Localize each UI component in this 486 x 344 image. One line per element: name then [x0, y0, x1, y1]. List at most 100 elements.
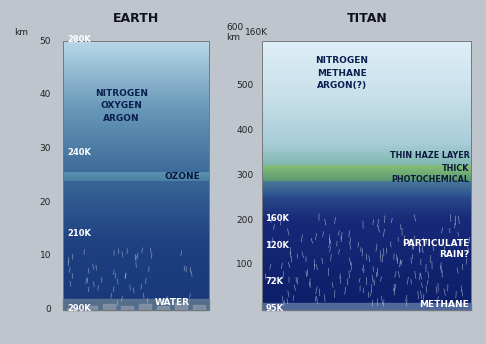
Bar	[262, 64, 471, 65]
Bar	[63, 180, 209, 181]
Bar	[63, 164, 209, 165]
Bar	[63, 269, 209, 270]
Bar	[63, 179, 209, 180]
Bar	[63, 61, 209, 62]
Bar	[63, 240, 209, 242]
Bar	[63, 71, 209, 72]
Bar	[262, 136, 471, 137]
Bar	[262, 162, 471, 163]
Text: 210K: 210K	[67, 229, 91, 238]
Bar	[63, 137, 209, 138]
Bar	[262, 190, 471, 191]
Bar	[63, 292, 209, 294]
Bar	[63, 288, 209, 289]
Bar	[63, 118, 209, 119]
Bar	[63, 210, 209, 212]
Bar	[63, 176, 209, 177]
Bar	[63, 129, 209, 130]
Bar	[262, 58, 471, 60]
Bar	[262, 169, 471, 170]
Bar	[262, 68, 471, 69]
Bar	[63, 303, 209, 304]
Bar	[262, 98, 471, 99]
Bar	[262, 105, 471, 106]
Bar	[63, 52, 209, 53]
Bar	[63, 288, 209, 290]
Bar	[262, 157, 471, 158]
Bar	[63, 179, 209, 180]
Bar	[63, 176, 209, 177]
Bar	[262, 211, 471, 212]
Bar	[262, 214, 471, 215]
Bar	[63, 64, 209, 65]
Bar	[262, 292, 471, 293]
Bar	[262, 198, 471, 199]
Bar	[262, 102, 471, 103]
Bar	[262, 286, 471, 288]
Bar	[63, 175, 209, 176]
Bar	[262, 43, 471, 44]
Bar	[63, 212, 209, 213]
Bar	[262, 181, 471, 182]
Bar	[262, 160, 471, 161]
Bar	[63, 81, 209, 82]
Bar	[63, 48, 209, 49]
Bar	[262, 150, 471, 151]
Bar	[63, 304, 209, 305]
Bar	[262, 192, 471, 193]
Text: 600: 600	[226, 23, 243, 32]
Bar	[63, 259, 209, 260]
Bar	[262, 183, 471, 184]
Bar	[262, 184, 471, 185]
Bar	[63, 165, 209, 166]
Bar	[63, 68, 209, 69]
Bar	[63, 287, 209, 288]
Bar	[262, 83, 471, 84]
Bar	[63, 41, 209, 310]
Text: 500: 500	[237, 82, 254, 90]
Bar	[63, 49, 209, 50]
Bar	[262, 227, 471, 229]
Bar	[262, 48, 471, 49]
Bar	[63, 169, 209, 170]
Bar	[63, 277, 209, 278]
Bar	[262, 206, 471, 207]
Bar	[63, 137, 209, 139]
Bar	[63, 86, 209, 87]
Bar	[63, 142, 209, 143]
Bar	[262, 211, 471, 212]
Bar	[262, 247, 471, 249]
Bar	[262, 203, 471, 204]
Bar	[63, 252, 209, 254]
Bar	[63, 270, 209, 271]
Bar	[262, 110, 471, 111]
Bar	[63, 233, 209, 234]
Bar	[63, 174, 209, 175]
Text: km: km	[226, 33, 240, 42]
Bar	[262, 189, 471, 190]
Bar	[63, 293, 209, 294]
Bar	[262, 178, 471, 179]
Bar	[262, 140, 471, 141]
Bar	[63, 173, 209, 174]
Bar	[262, 83, 471, 84]
Bar	[63, 173, 209, 174]
Bar	[63, 64, 209, 66]
Bar	[262, 234, 471, 235]
Bar	[63, 234, 209, 235]
Bar	[63, 268, 209, 269]
Bar	[63, 238, 209, 239]
Bar	[262, 123, 471, 125]
Bar	[63, 134, 209, 135]
Bar	[63, 173, 209, 174]
Bar	[262, 188, 471, 189]
Bar	[63, 271, 209, 272]
Bar	[262, 191, 471, 192]
Bar	[63, 135, 209, 136]
Bar	[262, 246, 471, 248]
Bar	[262, 135, 471, 136]
Bar	[262, 195, 471, 196]
Bar	[63, 178, 209, 179]
Bar	[262, 187, 471, 188]
Bar	[63, 204, 209, 205]
